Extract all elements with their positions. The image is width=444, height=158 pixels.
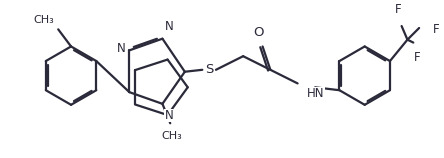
Text: CH₃: CH₃ (34, 15, 54, 25)
Text: F: F (394, 3, 401, 16)
Text: F: F (414, 51, 420, 64)
Text: S: S (205, 63, 213, 76)
Text: O: O (254, 26, 264, 39)
Text: N: N (164, 20, 173, 33)
Text: N: N (164, 109, 173, 122)
Text: CH₃: CH₃ (162, 131, 182, 141)
Text: F: F (433, 23, 440, 36)
Text: N: N (117, 42, 126, 55)
Text: HN: HN (307, 87, 325, 100)
